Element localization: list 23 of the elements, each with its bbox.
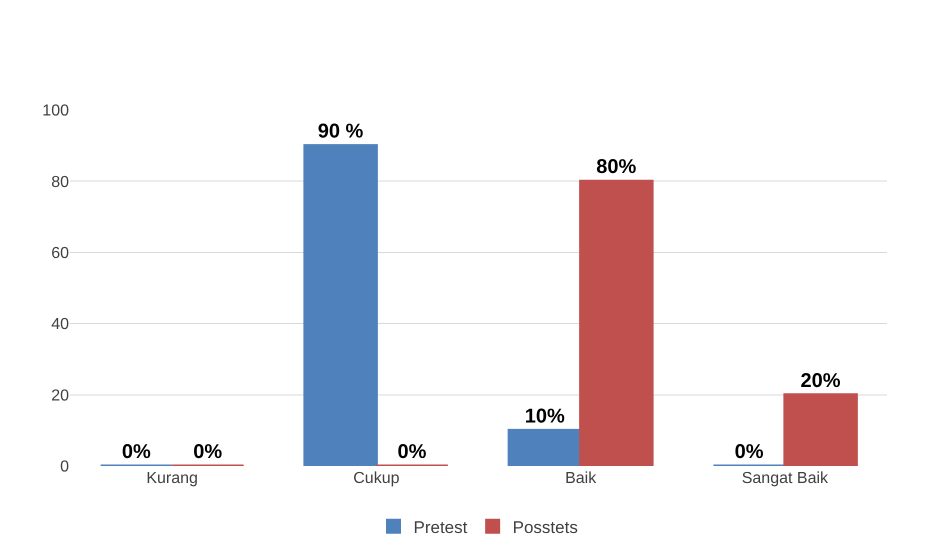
data-label: 0% [122, 441, 151, 463]
x-tick-label: Baik [565, 470, 598, 487]
data-label: 0% [734, 441, 764, 463]
x-tick-label: Kurang [146, 470, 198, 487]
bar [783, 393, 858, 466]
data-label: 0% [398, 441, 427, 463]
legend-label: Posstets [512, 518, 578, 537]
x-tick-label: Sangat Baik [742, 470, 830, 487]
legend-label: Pretest [414, 518, 468, 537]
data-label: 90 % [318, 120, 364, 143]
y-tick-label: 100 [42, 102, 70, 120]
data-label: 20% [800, 370, 841, 392]
x-tick-label: Cukup [353, 470, 400, 487]
y-tick-label: 0 [60, 458, 70, 476]
bar [579, 180, 654, 466]
y-tick-label: 20 [51, 387, 70, 404]
data-label: 0% [193, 441, 222, 463]
y-tick-label: 80 [51, 174, 70, 191]
y-tick-label: 60 [51, 245, 70, 262]
data-label: 80% [596, 156, 636, 178]
data-label: 10% [524, 405, 566, 428]
y-tick-label: 40 [51, 316, 70, 334]
bar [303, 144, 378, 466]
